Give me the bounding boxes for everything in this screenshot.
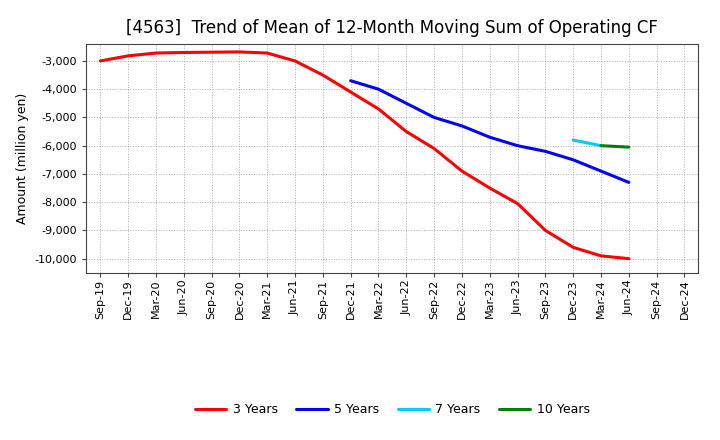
3 Years	[430, 146, 438, 151]
3 Years	[96, 59, 104, 64]
5 Years	[485, 135, 494, 140]
10 Years	[597, 143, 606, 148]
3 Years	[235, 49, 243, 55]
Line: 7 Years: 7 Years	[573, 140, 601, 146]
Y-axis label: Amount (million yen): Amount (million yen)	[17, 93, 30, 224]
5 Years	[374, 87, 383, 92]
5 Years	[402, 101, 410, 106]
3 Years	[569, 245, 577, 250]
5 Years	[597, 169, 606, 174]
3 Years	[152, 51, 161, 56]
3 Years	[124, 53, 132, 59]
10 Years	[624, 144, 633, 150]
3 Years	[541, 228, 550, 233]
3 Years	[597, 253, 606, 258]
3 Years	[402, 129, 410, 134]
Title: [4563]  Trend of Mean of 12-Month Moving Sum of Operating CF: [4563] Trend of Mean of 12-Month Moving …	[127, 19, 658, 37]
7 Years	[569, 137, 577, 143]
Line: 10 Years: 10 Years	[601, 146, 629, 147]
Legend: 3 Years, 5 Years, 7 Years, 10 Years: 3 Years, 5 Years, 7 Years, 10 Years	[190, 398, 595, 421]
3 Years	[318, 73, 327, 78]
5 Years	[569, 157, 577, 162]
7 Years	[597, 143, 606, 148]
5 Years	[458, 123, 467, 128]
3 Years	[485, 185, 494, 191]
3 Years	[624, 256, 633, 261]
Line: 3 Years: 3 Years	[100, 52, 629, 259]
5 Years	[346, 78, 355, 83]
5 Years	[430, 115, 438, 120]
3 Years	[458, 169, 467, 174]
3 Years	[291, 59, 300, 64]
5 Years	[513, 143, 522, 148]
3 Years	[207, 50, 216, 55]
Line: 5 Years: 5 Years	[351, 81, 629, 183]
5 Years	[624, 180, 633, 185]
5 Years	[541, 149, 550, 154]
3 Years	[346, 89, 355, 95]
3 Years	[513, 201, 522, 206]
3 Years	[374, 106, 383, 112]
3 Years	[263, 51, 271, 56]
3 Years	[179, 50, 188, 55]
